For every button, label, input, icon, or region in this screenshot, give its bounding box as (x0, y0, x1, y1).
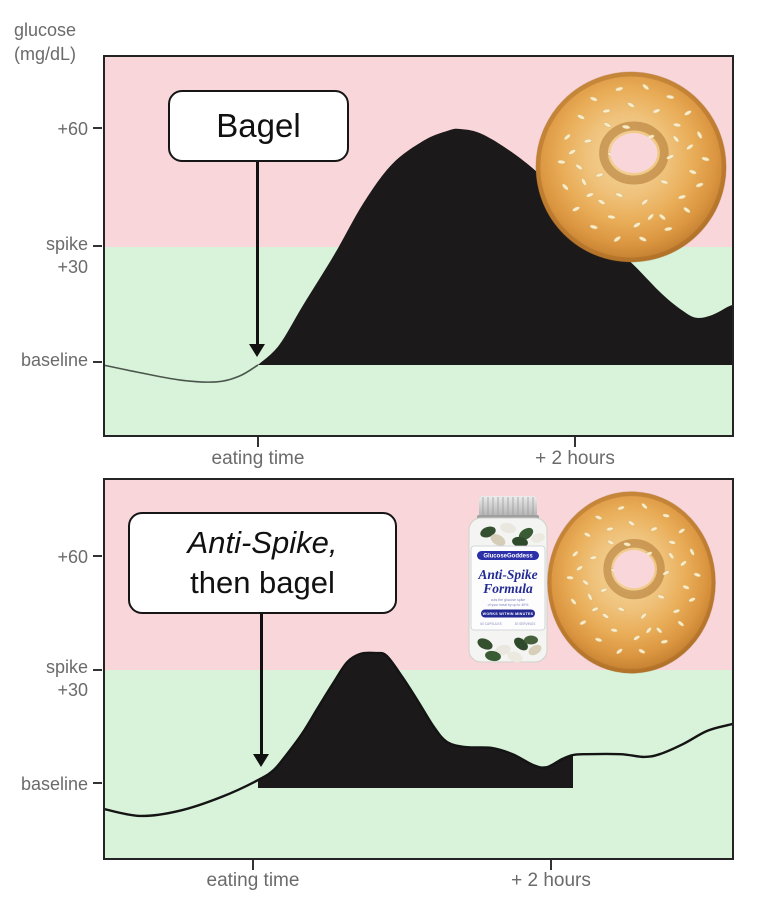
plus30-label: +30 (57, 257, 88, 277)
xtick-eating-top (257, 437, 259, 447)
plus30-label: +30 (57, 680, 88, 700)
glucose-curve-fill (258, 652, 573, 788)
glucose-curve-line (103, 364, 259, 383)
ytick-label-spike-bottom: spike +30 (16, 656, 88, 702)
ytick-spike-bottom (93, 669, 102, 671)
y-axis-title: glucose (mg/dL) (14, 18, 104, 66)
callout-antispike-line2: then bagel (190, 565, 335, 600)
callout-bagel-text: Bagel (216, 107, 301, 144)
ytick-baseline-top (93, 361, 102, 363)
xtick-eating-bottom (252, 860, 254, 870)
ytick-label-spike-top: spike +30 (16, 233, 88, 279)
ytick-baseline-bottom (93, 782, 102, 784)
xtick-2hours-top (574, 437, 576, 447)
glucose-curve-line (103, 651, 734, 818)
xlabel-eating-top: eating time (211, 448, 305, 469)
spike-label: spike (45, 657, 88, 677)
ytick-spike-top (93, 245, 102, 247)
ytick-label-plus60-top: +60 (57, 119, 88, 139)
y-axis-title-line2: (mg/dL) (14, 44, 77, 64)
ytick-label-baseline-bottom: baseline (20, 774, 88, 794)
arrow-line-top (256, 158, 259, 346)
ytick-plus60-bottom (93, 555, 102, 557)
xlabel-2hours-top: + 2 hours (535, 448, 615, 469)
arrow-head-bottom-icon (253, 754, 269, 767)
arrow-head-top-icon (249, 344, 265, 357)
callout-antispike: Anti-Spike, then bagel (128, 512, 397, 614)
spike-label: spike (45, 234, 88, 254)
callout-antispike-line1: Anti-Spike, (187, 525, 338, 560)
callout-bagel: Bagel (168, 90, 349, 162)
ytick-label-baseline-top: baseline (20, 350, 88, 370)
xtick-2hours-bottom (550, 860, 552, 870)
glucose-curve-fill (258, 128, 734, 365)
ytick-plus60-top (93, 127, 102, 129)
xlabel-2hours-bottom: + 2 hours (511, 870, 591, 891)
y-axis-title-line1: glucose (14, 20, 77, 40)
ytick-label-plus60-bottom: +60 (57, 547, 88, 567)
xlabel-eating-bottom: eating time (206, 870, 300, 891)
arrow-line-bottom (260, 610, 263, 756)
